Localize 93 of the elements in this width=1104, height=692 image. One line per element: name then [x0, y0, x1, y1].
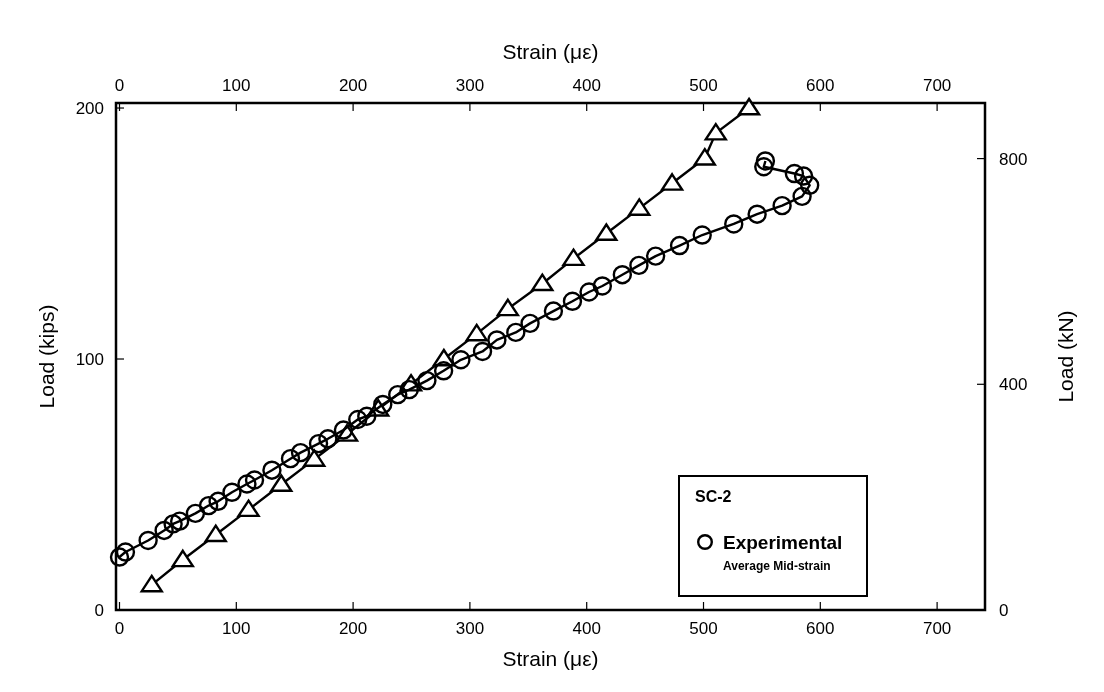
- x2-tick-label: 0: [114, 619, 125, 638]
- point: [417, 370, 437, 391]
- x-tick-label: 500: [689, 76, 718, 95]
- x2-tick-label: 500: [689, 619, 718, 638]
- point: [724, 214, 744, 234]
- point: [169, 511, 190, 531]
- point: [754, 157, 774, 177]
- y-tick-label: 100: [75, 350, 104, 370]
- point: [543, 301, 564, 321]
- x2-tick-label: 200: [338, 619, 368, 638]
- y2-axis-title: Load (kN): [1054, 310, 1077, 403]
- x2-axis-title: Strain (με): [502, 40, 599, 63]
- point: [115, 542, 136, 562]
- point: [348, 409, 368, 430]
- y-axis-title: Load (kips): [35, 304, 58, 409]
- point: [244, 470, 265, 490]
- point: [784, 163, 805, 184]
- x-tick-label: 200: [338, 76, 368, 95]
- legend-label: Experimental: [723, 532, 843, 553]
- y2-tick-label: 800: [999, 149, 1028, 169]
- point: [357, 406, 377, 426]
- x-tick-label: 300: [455, 76, 485, 95]
- point: [645, 246, 666, 266]
- point: [280, 448, 301, 469]
- point: [163, 514, 183, 534]
- point: [737, 97, 761, 116]
- point: [303, 449, 326, 467]
- point: [692, 225, 712, 245]
- x-tick-label: 600: [806, 76, 835, 95]
- point: [308, 433, 329, 454]
- point: [792, 186, 812, 207]
- point: [562, 291, 583, 311]
- point: [704, 122, 727, 141]
- point: [154, 520, 174, 541]
- point: [204, 524, 227, 543]
- point: [171, 549, 195, 568]
- x2-tick-label: 400: [572, 619, 601, 638]
- point: [628, 198, 651, 216]
- point: [629, 255, 649, 276]
- y-tick-label: 0: [94, 601, 104, 620]
- point: [388, 384, 408, 405]
- point: [747, 204, 767, 224]
- point: [451, 350, 471, 370]
- x-tick-label: 400: [572, 76, 601, 95]
- point: [222, 482, 242, 502]
- point: [185, 503, 206, 524]
- point: [793, 166, 814, 186]
- point: [373, 394, 393, 415]
- point: [333, 420, 354, 440]
- y-tick-label: 200: [75, 99, 104, 119]
- y2-tick-label: 0: [999, 601, 1009, 620]
- x-tick-label: 0: [114, 76, 125, 95]
- point: [399, 379, 419, 400]
- point: [465, 323, 488, 342]
- point: [140, 574, 163, 593]
- x2-tick-label: 700: [922, 619, 952, 638]
- point: [472, 341, 493, 362]
- point: [496, 298, 520, 317]
- annotation: Average Mid-strain: [723, 559, 831, 573]
- point: [579, 282, 599, 302]
- point: [562, 248, 585, 267]
- point: [208, 491, 228, 512]
- legend-title: SC-2: [695, 488, 732, 505]
- point: [693, 148, 716, 166]
- point: [595, 223, 618, 242]
- point: [506, 322, 526, 343]
- point: [799, 175, 820, 196]
- point: [270, 474, 293, 492]
- point: [612, 264, 633, 285]
- x2-tick-label: 100: [222, 619, 251, 638]
- point: [433, 361, 454, 381]
- point: [772, 195, 792, 216]
- point: [592, 276, 613, 296]
- x-tick-label: 100: [222, 76, 251, 95]
- x-axis-title: Strain (με): [502, 647, 599, 670]
- point: [109, 547, 130, 567]
- point: [531, 273, 554, 292]
- point: [138, 530, 158, 551]
- point: [318, 429, 338, 449]
- point: [237, 499, 260, 518]
- point: [660, 173, 684, 191]
- x2-tick-label: 300: [455, 619, 485, 638]
- point: [237, 474, 257, 494]
- point: [198, 495, 219, 516]
- point: [290, 442, 311, 463]
- point: [669, 235, 690, 256]
- point: [520, 313, 540, 334]
- x-tick-label: 700: [922, 76, 952, 95]
- point: [755, 151, 776, 171]
- point: [262, 460, 282, 480]
- x2-tick-label: 600: [806, 619, 835, 638]
- point: [487, 330, 507, 350]
- y2-tick-label: 400: [999, 375, 1028, 395]
